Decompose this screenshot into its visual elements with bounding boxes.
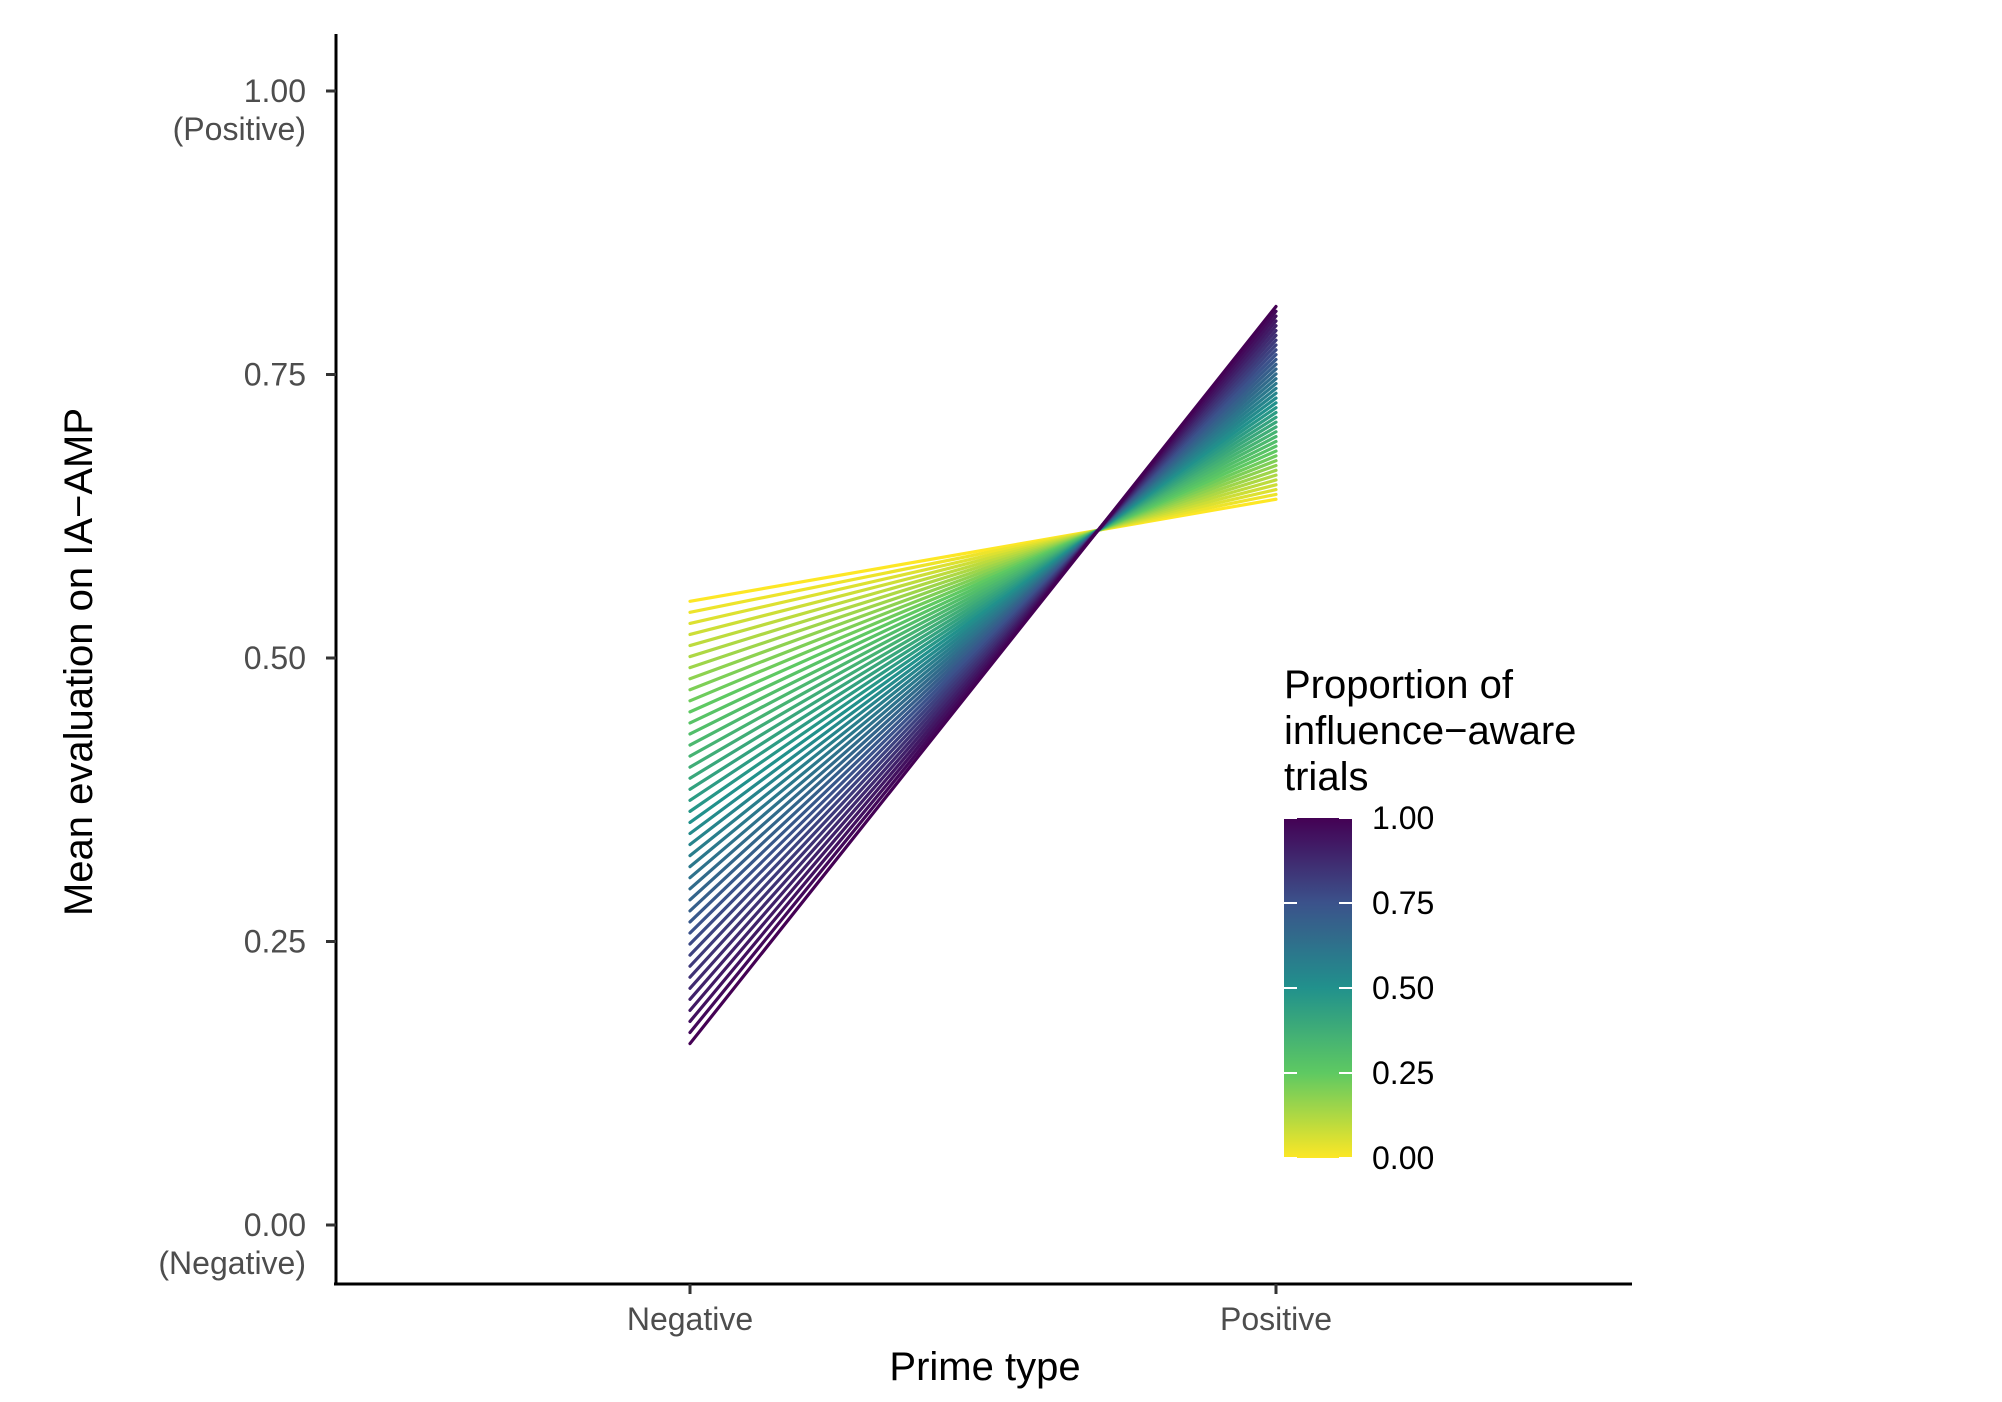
series-line	[688, 304, 1278, 1046]
y-tick-label: 1.00	[244, 73, 306, 109]
y-axis-title: Mean evaluation on IA−AMP	[57, 408, 101, 916]
x-tick-label: Negative	[627, 1301, 753, 1337]
legend-tick-label: 0.00	[1372, 1140, 1434, 1176]
series-line	[688, 478, 1278, 648]
x-ticks: Negative Positive	[627, 1284, 1332, 1337]
series-line	[688, 410, 1278, 802]
series-line	[688, 396, 1278, 836]
series-line	[688, 338, 1278, 968]
legend-tick-label: 1.00	[1372, 800, 1434, 836]
legend: Proportion of influence−aware trials 1.0…	[1284, 663, 1576, 1176]
series-line	[688, 328, 1278, 990]
y-ticks: 0.00(Negative) 0.25 0.50 0.75 1.00(Positive)	[158, 73, 336, 1281]
series-line	[688, 492, 1278, 614]
y-tick-label: 0.25	[244, 924, 306, 960]
series-line	[688, 381, 1278, 869]
series-line	[688, 463, 1278, 681]
y-tick-label: 0.50	[244, 640, 306, 676]
legend-tick-label: 0.25	[1372, 1055, 1434, 1091]
series-line	[688, 444, 1278, 725]
series-line	[688, 377, 1278, 880]
x-axis-title: Prime type	[889, 1345, 1080, 1389]
y-tick-label: 0.00	[244, 1207, 306, 1243]
series-line	[688, 415, 1278, 791]
legend-title-line-1: Proportion of	[1284, 663, 1514, 707]
series-line	[688, 425, 1278, 769]
legend-tick-label: 0.75	[1372, 885, 1434, 921]
series-line	[688, 439, 1278, 736]
legend-ticks: 1.00 0.75 0.50 0.25 0.00	[1284, 800, 1434, 1176]
series-line	[688, 420, 1278, 780]
series-line	[688, 483, 1278, 637]
legend-title-line-3: trials	[1284, 755, 1368, 799]
series-line	[688, 434, 1278, 747]
series-line	[688, 406, 1278, 813]
series-line	[688, 430, 1278, 758]
series-line	[688, 459, 1278, 692]
series-line	[688, 353, 1278, 935]
x-tick-label: Positive	[1220, 1301, 1332, 1337]
series-line	[688, 357, 1278, 924]
y-tick-sublabel: (Negative)	[158, 1245, 306, 1281]
series-line	[688, 468, 1278, 670]
series-line	[688, 367, 1278, 902]
y-tick-label: 0.75	[244, 357, 306, 393]
series-line	[688, 473, 1278, 659]
series-line	[688, 372, 1278, 891]
legend-title-line-2: influence−aware	[1284, 709, 1576, 753]
plot-lines	[688, 304, 1278, 1046]
series-line	[688, 497, 1278, 603]
series-line	[688, 454, 1278, 703]
y-tick-sublabel: (Positive)	[173, 111, 306, 147]
series-line	[688, 386, 1278, 858]
legend-tick-label: 0.50	[1372, 970, 1434, 1006]
series-line	[688, 401, 1278, 825]
series-line	[688, 391, 1278, 847]
series-line	[688, 343, 1278, 957]
series-line	[688, 488, 1278, 626]
series-line	[688, 449, 1278, 714]
